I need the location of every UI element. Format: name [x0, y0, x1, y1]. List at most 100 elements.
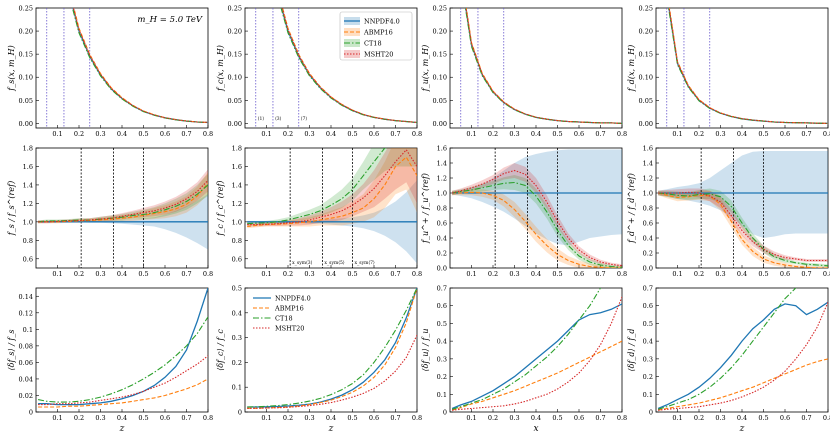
x-tick-label-ratio-1: 0.7: [390, 270, 400, 278]
x-tick-label-pdf-3: 0.3: [715, 130, 725, 138]
legend2-label-CT18: CT18: [275, 315, 293, 323]
y-tick-label-pdf-3: 0.05: [639, 97, 653, 105]
ratio-vline-label-ratio-1: x_sym⟨5⟩: [324, 260, 345, 266]
pdf-curve-CT18-pdf-1: [280, 8, 417, 124]
x-tick-label-relunc-2: 0.3: [509, 414, 519, 422]
relunc-curve-MSHT20-relunc-1: [247, 334, 417, 409]
y-tick-label-pdf-2: 0.20: [433, 28, 447, 36]
y-axis-label-relunc-1: ⟨δf_c⟩ / f_c: [216, 329, 225, 371]
x-tick-label-ratio-2: 0.3: [509, 270, 519, 278]
ratio-curve-CT18-ratio-3: [658, 192, 828, 267]
legend-swatch-band-MSHT20: [344, 50, 360, 58]
y-tick-label-pdf-2: 0.05: [433, 97, 447, 105]
x-tick-label-pdf-0: 0.4: [117, 130, 127, 138]
y-tick-label-ratio-0: 1.4: [23, 181, 33, 189]
pdf-vline-label-pdf-1: ⟨3⟩: [275, 116, 282, 122]
y-tick-label-pdf-3: 0.25: [639, 5, 653, 13]
x-tick-label-pdf-3: 0.4: [737, 130, 747, 138]
y-tick-label-relunc-2: 0.6: [437, 302, 447, 310]
y-tick-label-pdf-2: 0.25: [433, 5, 447, 13]
pdf-vline-label-pdf-1: ⟨1⟩: [258, 116, 265, 122]
x-tick-label-relunc-2: 0.2: [488, 414, 498, 422]
x-tick-label-ratio-1: 0.3: [304, 270, 314, 278]
y-tick-label-ratio-2: 1.2: [437, 175, 447, 183]
x-tick-label-relunc-3: 0.3: [715, 414, 725, 422]
ratio-curve-ABMP16-ratio-1: [247, 156, 417, 228]
x-tick-label-ratio-3: 0.6: [780, 270, 790, 278]
y-tick-label-ratio-0: 1.8: [23, 145, 33, 153]
y-tick-label-ratio-1: 1.6: [232, 163, 242, 171]
y-tick-label-ratio-0: 0.8: [23, 237, 33, 245]
x-tick-label-relunc-3: 0.8: [823, 414, 830, 422]
legend2-label-MSHT20: MSHT20: [275, 325, 304, 333]
x-tick-label-relunc-3: 0.5: [758, 414, 768, 422]
x-tick-label-relunc-2: 0.4: [531, 414, 541, 422]
y-tick-label-ratio-2: 1.4: [437, 160, 447, 168]
x-tick-label-pdf-2: 0.4: [531, 130, 541, 138]
legend2-label-ABMP16: ABMP16: [274, 305, 304, 313]
y-tick-label-ratio-0: 1.6: [23, 163, 33, 171]
y-tick-label-pdf-1: 0.15: [228, 51, 242, 59]
x-tick-label-relunc-1: 0.4: [326, 414, 336, 422]
y-tick-label-pdf-0: 0.00: [19, 120, 33, 128]
y-tick-label-relunc-2: 0.1: [437, 391, 447, 399]
axes-frame-relunc-2: [449, 287, 623, 413]
x-tick-label-relunc-0: 0.3: [95, 414, 105, 422]
x-tick-label-relunc-0: 0.5: [138, 414, 148, 422]
x-tick-label-relunc-0: 0.2: [74, 414, 84, 422]
ratio-band-CT18-ratio-0: [38, 173, 208, 224]
y-tick-label-relunc-2: 0: [443, 409, 447, 417]
relunc-curve-MSHT20-relunc-2: [452, 296, 622, 411]
x-tick-label-pdf-1: 0.8: [412, 130, 422, 138]
x-axis-label-relunc-1: z: [328, 424, 334, 434]
x-tick-label-pdf-2: 0.7: [595, 130, 605, 138]
x-axis-label-relunc-2: x: [533, 424, 538, 434]
y-tick-label-relunc-2: 0.2: [437, 373, 447, 381]
y-tick-label-pdf-1: 0.00: [228, 120, 242, 128]
y-tick-label-ratio-2: 0.8: [437, 205, 447, 213]
x-tick-label-pdf-2: 0.1: [466, 130, 476, 138]
x-tick-label-pdf-0: 0.6: [160, 130, 170, 138]
y-tick-label-relunc-1: 0.5: [232, 285, 242, 293]
y-tick-label-pdf-3: 0.10: [639, 74, 653, 82]
x-tick-label-pdf-1: 0.5: [347, 130, 357, 138]
y-axis-label-pdf-1: f_c(x, m_H): [216, 45, 225, 92]
figure-title-label: m_H = 5.0 TeV: [137, 15, 203, 25]
ratio-curve-MSHT20-ratio-1: [247, 148, 417, 226]
ratio-band-ABMP16-ratio-2: [452, 189, 622, 268]
x-tick-label-pdf-2: 0.5: [552, 130, 562, 138]
pdf-vline-label-pdf-1: ⟨7⟩: [301, 116, 308, 122]
y-tick-label-relunc-3: 0.7: [643, 285, 653, 293]
y-tick-label-pdf-0: 0.20: [19, 28, 33, 36]
ratio-curve-MSHT20-ratio-2: [451, 169, 622, 267]
ratio-vline-label-ratio-1: x_sym⟨7⟩: [355, 260, 376, 266]
x-tick-label-ratio-2: 0.1: [466, 270, 476, 278]
x-tick-label-ratio-1: 0.2: [283, 270, 293, 278]
x-tick-label-pdf-1: 0.7: [390, 130, 400, 138]
y-tick-label-relunc-3: 0: [649, 409, 653, 417]
y-tick-label-relunc-3: 0.4: [643, 338, 653, 346]
x-tick-label-relunc-3: 0.6: [780, 414, 790, 422]
y-tick-label-pdf-2: 0.15: [433, 51, 447, 59]
x-tick-label-pdf-3: 0.1: [672, 130, 682, 138]
x-tick-label-relunc-0: 0.7: [181, 414, 191, 422]
x-tick-label-ratio-0: 0.8: [203, 270, 213, 278]
x-tick-label-pdf-3: 0.5: [758, 130, 768, 138]
x-tick-label-ratio-0: 0.6: [160, 270, 170, 278]
x-tick-label-ratio-1: 0.8: [412, 270, 422, 278]
ratio-band-NNPDF4.0-ratio-2: [452, 149, 622, 246]
ratio-curve-MSHT20-ratio-3: [658, 191, 828, 262]
y-tick-label-relunc-3: 0.1: [643, 391, 653, 399]
relunc-curve-CT18-relunc-0: [37, 316, 208, 403]
x-tick-label-pdf-1: 0.4: [326, 130, 336, 138]
y-tick-label-ratio-2: 0.6: [437, 220, 447, 228]
x-tick-label-relunc-1: 0.3: [304, 414, 314, 422]
y-tick-label-relunc-3: 0.5: [643, 320, 653, 328]
ratio-curve-CT18-ratio-2: [452, 181, 622, 268]
y-tick-label-ratio-2: 0.4: [437, 235, 447, 243]
y-tick-label-relunc-2: 0.4: [437, 338, 447, 346]
y-tick-label-ratio-1: 1.2: [232, 200, 242, 208]
y-tick-label-ratio-0: 0.6: [23, 255, 33, 263]
x-tick-label-relunc-3: 0.1: [672, 414, 682, 422]
